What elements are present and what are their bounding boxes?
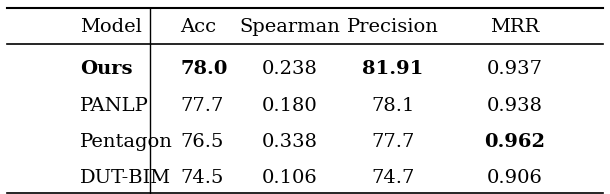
Text: Model: Model bbox=[81, 18, 142, 36]
Text: 0.906: 0.906 bbox=[487, 169, 542, 187]
Text: 0.962: 0.962 bbox=[484, 133, 545, 151]
Text: 78.0: 78.0 bbox=[181, 60, 228, 78]
Text: 76.5: 76.5 bbox=[181, 133, 224, 151]
Text: Spearman: Spearman bbox=[239, 18, 340, 36]
Text: 77.7: 77.7 bbox=[371, 133, 415, 151]
Text: Acc: Acc bbox=[181, 18, 217, 36]
Text: MRR: MRR bbox=[490, 18, 539, 36]
Text: 0.937: 0.937 bbox=[487, 60, 542, 78]
Text: 0.106: 0.106 bbox=[262, 169, 318, 187]
Text: 78.1: 78.1 bbox=[371, 97, 415, 115]
Text: Ours: Ours bbox=[81, 60, 133, 78]
Text: DUT-BIM: DUT-BIM bbox=[81, 169, 171, 187]
Text: 77.7: 77.7 bbox=[181, 97, 224, 115]
Text: 0.180: 0.180 bbox=[262, 97, 318, 115]
Text: 0.938: 0.938 bbox=[487, 97, 542, 115]
Text: PANLP: PANLP bbox=[81, 97, 149, 115]
Text: 81.91: 81.91 bbox=[362, 60, 424, 78]
Text: Precision: Precision bbox=[347, 18, 439, 36]
Text: Pentagon: Pentagon bbox=[81, 133, 173, 151]
Text: 0.238: 0.238 bbox=[262, 60, 318, 78]
Text: 74.5: 74.5 bbox=[181, 169, 224, 187]
Text: 74.7: 74.7 bbox=[371, 169, 415, 187]
Text: 0.338: 0.338 bbox=[262, 133, 318, 151]
